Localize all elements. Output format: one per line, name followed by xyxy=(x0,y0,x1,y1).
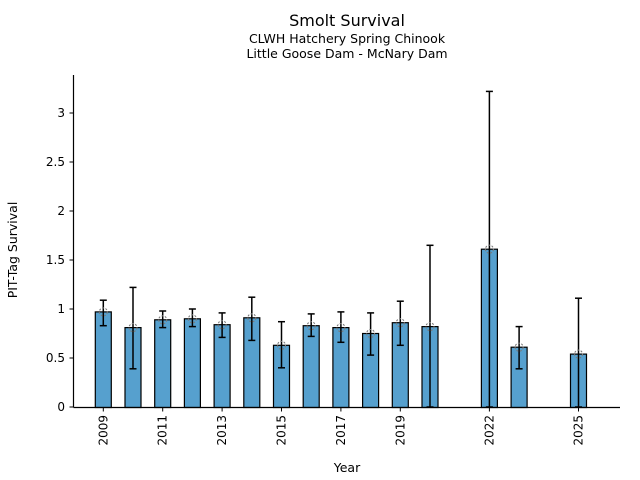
marker-2025 xyxy=(573,349,584,359)
x-tick-label-2022: 2022 xyxy=(482,415,496,446)
error-bars-group xyxy=(99,90,582,408)
bar-2011 xyxy=(154,319,172,409)
x-tick-label-2025: 2025 xyxy=(572,415,586,446)
x-tick-label-2017: 2017 xyxy=(334,415,348,446)
y-axis-label: PIT-Tag Survival xyxy=(5,202,20,299)
marker-2016 xyxy=(306,321,316,331)
x-tick-label-2015: 2015 xyxy=(275,415,289,446)
y-tick-label-1: 1 xyxy=(57,302,65,316)
marker-2010 xyxy=(128,323,138,333)
marker-2018 xyxy=(366,328,376,339)
marker-2014 xyxy=(247,313,257,323)
chart-title: Smolt Survival xyxy=(289,11,405,30)
marker-2023 xyxy=(514,342,524,352)
ticks-group: 2009 2011 2013 2015 2017 2019 2022 2025 0 0.5 1 1.5… xyxy=(46,106,586,445)
marker-2022 xyxy=(484,244,494,254)
x-axis-label: Year xyxy=(333,460,361,475)
y-tick-label-2.5: 2.5 xyxy=(46,155,65,169)
x-tick-label-2013: 2013 xyxy=(215,415,229,446)
x-tick-label-2009: 2009 xyxy=(96,415,110,446)
marker-2020 xyxy=(425,322,435,332)
y-tick-label-0: 0 xyxy=(57,400,65,414)
marker-2009 xyxy=(98,307,108,317)
chart-subtitle-line-2: Little Goose Dam - McNary Dam xyxy=(246,46,447,61)
y-tick-label-2: 2 xyxy=(57,204,65,218)
marker-2012 xyxy=(187,314,197,324)
marker-2017 xyxy=(336,323,346,333)
marker-2015 xyxy=(276,340,287,350)
bar-2012 xyxy=(183,318,201,409)
chart-subtitle-line-1: CLWH Hatchery Spring Chinook xyxy=(249,31,446,46)
marker-2011 xyxy=(158,315,168,325)
y-tick-label-3: 3 xyxy=(57,106,65,120)
x-tick-label-2019: 2019 xyxy=(393,415,407,446)
marker-2019 xyxy=(395,318,405,328)
y-tick-label-0.5: 0.5 xyxy=(46,351,65,365)
y-tick-label-1.5: 1.5 xyxy=(46,253,65,267)
marker-2013 xyxy=(217,320,227,330)
bar-2016 xyxy=(302,325,320,409)
markers-group xyxy=(98,244,584,359)
x-tick-label-2011: 2011 xyxy=(156,415,170,446)
